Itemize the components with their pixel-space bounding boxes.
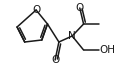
Text: O: O	[32, 5, 40, 15]
Text: O: O	[51, 55, 59, 65]
Text: O: O	[76, 3, 84, 13]
Text: N: N	[68, 31, 76, 41]
Text: OH: OH	[100, 45, 116, 55]
